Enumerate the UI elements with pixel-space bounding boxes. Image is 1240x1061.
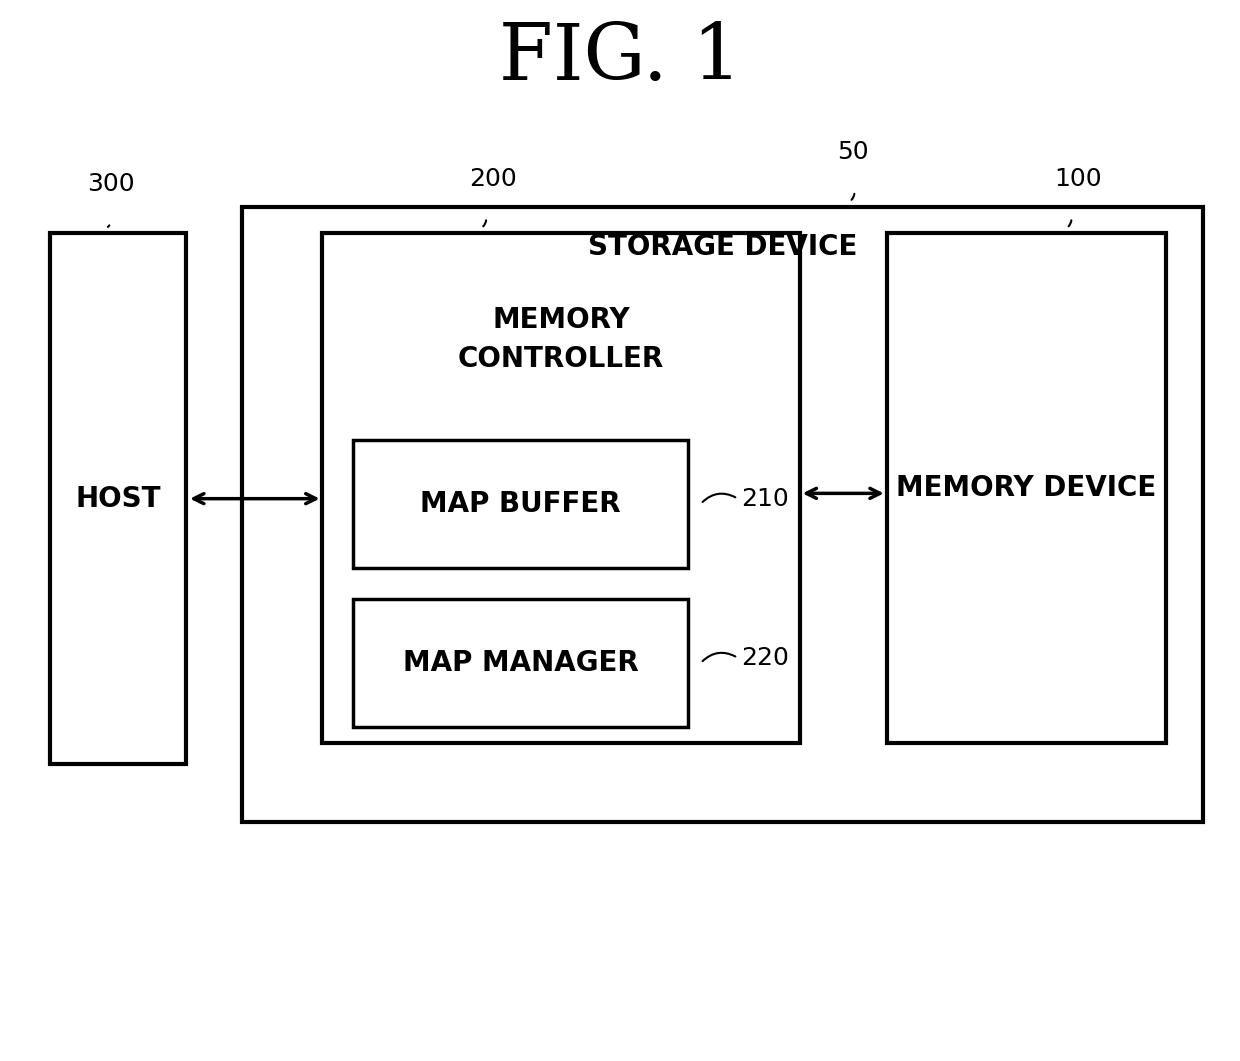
- Bar: [887, 233, 1166, 743]
- Text: MEMORY
CONTROLLER: MEMORY CONTROLLER: [458, 306, 665, 373]
- Text: FIG. 1: FIG. 1: [498, 20, 742, 97]
- Bar: [353, 440, 688, 568]
- Text: HOST: HOST: [76, 485, 160, 512]
- Text: 100: 100: [1054, 167, 1101, 191]
- Text: MAP MANAGER: MAP MANAGER: [403, 649, 639, 677]
- Bar: [50, 233, 186, 764]
- Bar: [322, 233, 800, 743]
- Text: 220: 220: [742, 646, 790, 669]
- Text: MAP BUFFER: MAP BUFFER: [420, 490, 621, 518]
- Text: 210: 210: [742, 487, 790, 510]
- Bar: [242, 207, 1203, 822]
- Bar: [353, 599, 688, 727]
- Text: 200: 200: [469, 167, 517, 191]
- Text: MEMORY DEVICE: MEMORY DEVICE: [897, 474, 1156, 502]
- Text: 300: 300: [87, 172, 134, 196]
- Text: STORAGE DEVICE: STORAGE DEVICE: [588, 233, 857, 261]
- Text: 50: 50: [837, 140, 869, 164]
